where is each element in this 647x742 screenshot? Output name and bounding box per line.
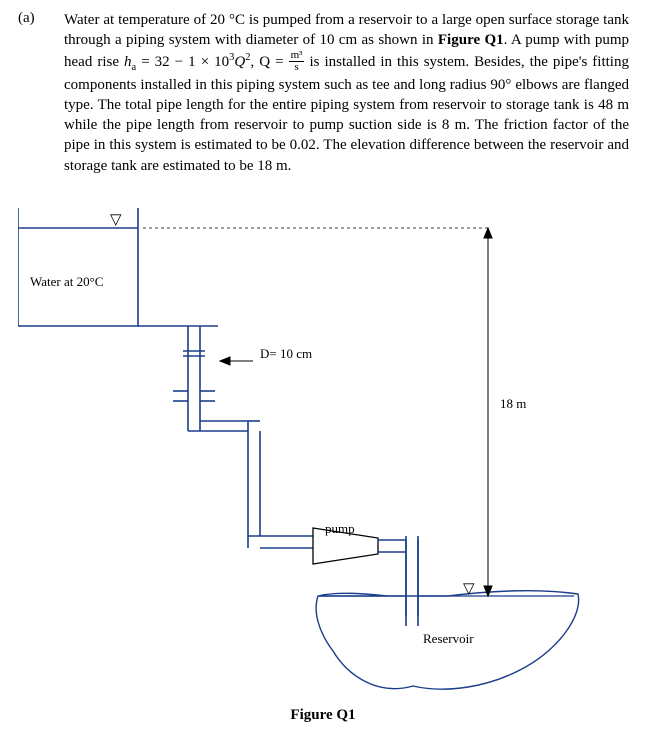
problem-text: Water at temperature of 20 °C is pumped … (64, 10, 629, 176)
frac-den: s (289, 62, 305, 73)
height-label: 18 m (500, 396, 526, 412)
reservoir-label: Reservoir (423, 631, 474, 647)
para2b: is installed in this system. Besides, th… (64, 54, 629, 174)
pump-label: pump (325, 521, 355, 537)
diagram-svg: ▽ (18, 196, 628, 706)
figure-diagram: ▽ (18, 196, 628, 726)
figure-caption: Figure Q1 (18, 707, 628, 724)
fraction: m³s (289, 50, 305, 73)
frac-num: m³ (289, 50, 305, 62)
water-temp-label: Water at 20°C (30, 274, 103, 290)
fig-ref: Figure Q1 (438, 32, 504, 48)
eq-var: h (124, 54, 132, 70)
eq-Q: Q (234, 54, 245, 70)
diameter-label: D= 10 cm (260, 346, 312, 362)
eq-mid: = 32 − 1 × 10 (136, 54, 229, 70)
tank-surface-icon: ▽ (110, 212, 122, 228)
item-label: (a) (18, 10, 64, 176)
reservoir-surface-icon: ▽ (463, 579, 475, 598)
eq-comma: , Q = (251, 54, 289, 70)
